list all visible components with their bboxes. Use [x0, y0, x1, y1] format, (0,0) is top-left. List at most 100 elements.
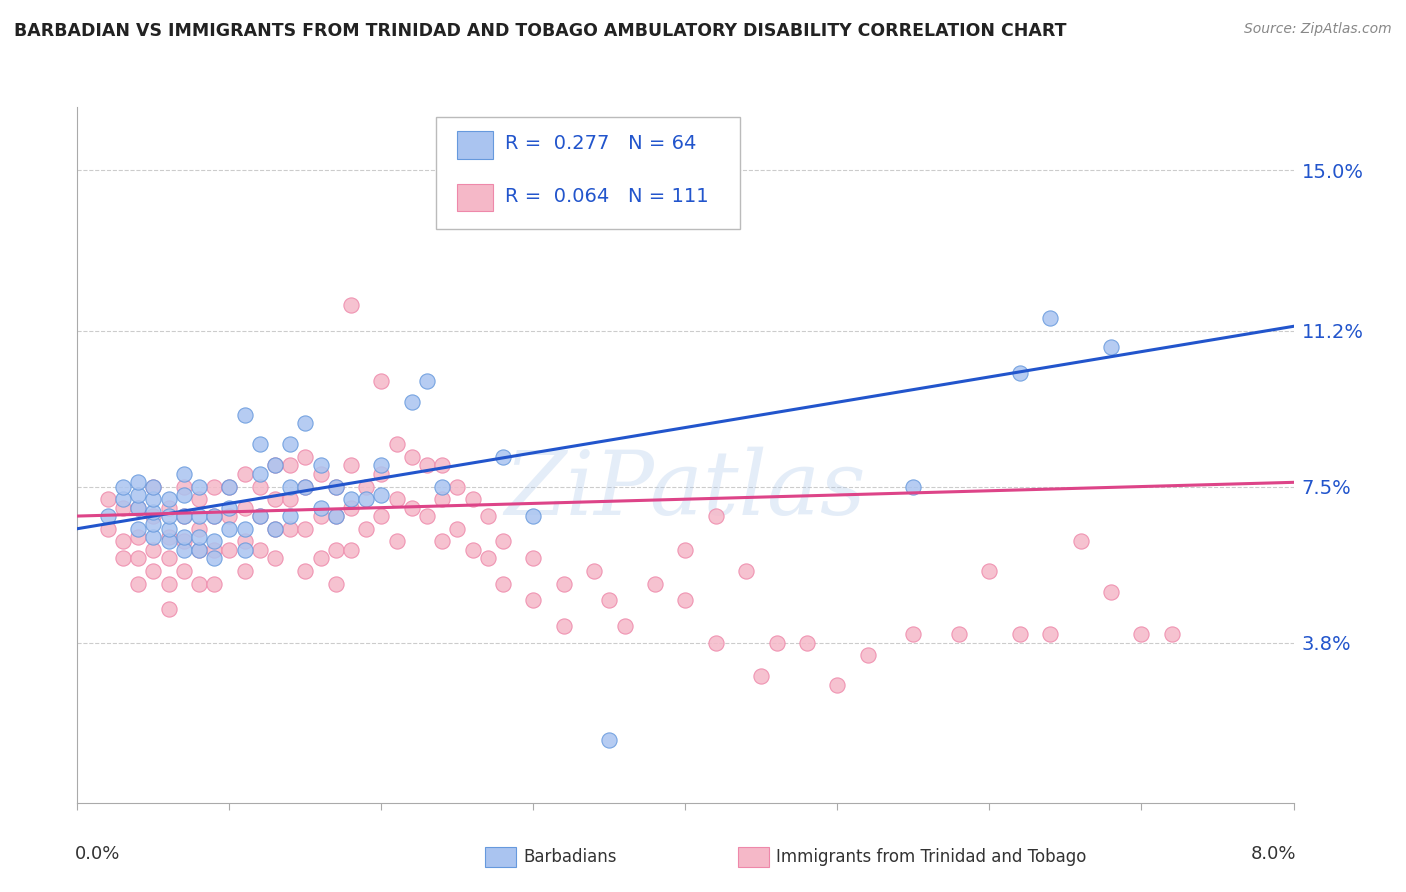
- Point: [218, 542, 240, 557]
- Point: [188, 479, 211, 493]
- FancyBboxPatch shape: [457, 184, 494, 211]
- Point: [446, 479, 468, 493]
- Point: [432, 479, 454, 493]
- Point: [522, 593, 544, 607]
- Point: [142, 517, 165, 532]
- Point: [416, 374, 439, 388]
- Point: [264, 492, 287, 507]
- Point: [142, 564, 165, 578]
- Point: [278, 492, 301, 507]
- Point: [309, 500, 332, 515]
- Point: [432, 492, 454, 507]
- Point: [385, 437, 408, 451]
- Point: [173, 509, 195, 524]
- Point: [202, 509, 225, 524]
- Point: [751, 669, 773, 683]
- Point: [979, 564, 1001, 578]
- Point: [1039, 310, 1062, 325]
- Point: [157, 500, 180, 515]
- Point: [553, 618, 575, 632]
- Text: Source: ZipAtlas.com: Source: ZipAtlas.com: [1244, 22, 1392, 37]
- Point: [264, 458, 287, 473]
- Point: [1008, 627, 1031, 641]
- Point: [598, 593, 620, 607]
- Point: [188, 576, 211, 591]
- Text: 8.0%: 8.0%: [1250, 845, 1296, 863]
- Point: [294, 450, 316, 464]
- Point: [354, 522, 377, 536]
- Point: [142, 479, 165, 493]
- Point: [173, 488, 195, 502]
- Point: [1099, 340, 1122, 354]
- Text: R =  0.277   N = 64: R = 0.277 N = 64: [505, 135, 697, 153]
- Point: [613, 618, 636, 632]
- Point: [309, 458, 332, 473]
- Point: [340, 458, 363, 473]
- FancyBboxPatch shape: [436, 118, 740, 229]
- Point: [157, 509, 180, 524]
- Point: [264, 522, 287, 536]
- Point: [796, 635, 818, 649]
- Point: [249, 542, 271, 557]
- Point: [202, 551, 225, 566]
- Point: [446, 522, 468, 536]
- Text: BARBADIAN VS IMMIGRANTS FROM TRINIDAD AND TOBAGO AMBULATORY DISABILITY CORRELATI: BARBADIAN VS IMMIGRANTS FROM TRINIDAD AN…: [14, 22, 1067, 40]
- Point: [1130, 627, 1153, 641]
- Point: [249, 509, 271, 524]
- Point: [202, 534, 225, 549]
- Point: [340, 542, 363, 557]
- Point: [278, 479, 301, 493]
- Point: [1070, 534, 1092, 549]
- Point: [461, 492, 484, 507]
- Point: [325, 479, 347, 493]
- Point: [294, 417, 316, 431]
- Point: [249, 437, 271, 451]
- Point: [903, 627, 925, 641]
- Point: [188, 542, 211, 557]
- Point: [704, 635, 727, 649]
- Point: [142, 509, 165, 524]
- Point: [675, 542, 697, 557]
- Point: [173, 530, 195, 544]
- Point: [309, 551, 332, 566]
- Point: [385, 534, 408, 549]
- Point: [188, 530, 211, 544]
- Point: [294, 479, 316, 493]
- Point: [233, 522, 256, 536]
- Point: [111, 492, 134, 507]
- Point: [127, 475, 149, 490]
- Point: [675, 593, 697, 607]
- Point: [644, 576, 666, 591]
- Point: [127, 551, 149, 566]
- Text: Barbadians: Barbadians: [523, 848, 617, 866]
- Point: [370, 467, 392, 481]
- Point: [188, 492, 211, 507]
- Point: [157, 492, 180, 507]
- Point: [340, 298, 363, 312]
- Point: [173, 564, 195, 578]
- Point: [127, 500, 149, 515]
- Text: ZiPatlas: ZiPatlas: [505, 446, 866, 533]
- Point: [492, 576, 515, 591]
- Point: [127, 530, 149, 544]
- Point: [111, 500, 134, 515]
- Point: [735, 564, 758, 578]
- Point: [142, 492, 165, 507]
- Point: [385, 492, 408, 507]
- Point: [522, 551, 544, 566]
- Point: [827, 678, 849, 692]
- Point: [583, 564, 606, 578]
- Point: [432, 534, 454, 549]
- Point: [249, 509, 271, 524]
- Point: [477, 551, 499, 566]
- Point: [218, 479, 240, 493]
- Point: [202, 479, 225, 493]
- Point: [903, 479, 925, 493]
- Point: [370, 488, 392, 502]
- Point: [202, 576, 225, 591]
- Point: [492, 534, 515, 549]
- Point: [765, 635, 787, 649]
- Point: [370, 509, 392, 524]
- Point: [173, 542, 195, 557]
- Point: [598, 732, 620, 747]
